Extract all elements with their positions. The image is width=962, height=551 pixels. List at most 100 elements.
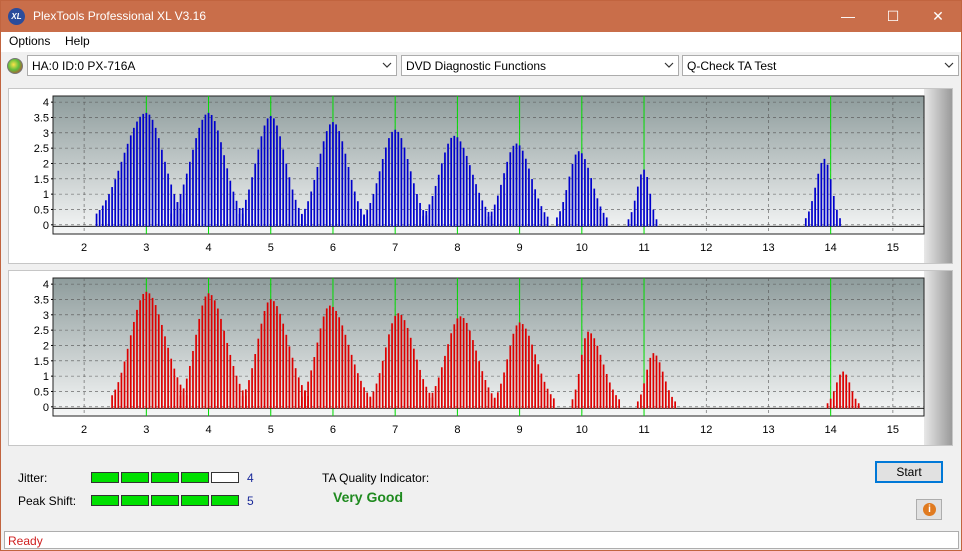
histogram-bar — [319, 328, 322, 409]
menu-options[interactable]: Options — [9, 34, 51, 48]
y-tick-label: 2 — [43, 158, 49, 170]
title-bar[interactable]: XL PlexTools Professional XL V3.16 — ☐ ✕ — [1, 1, 961, 32]
y-tick-label: 3 — [43, 128, 49, 140]
histogram-bar — [319, 153, 322, 227]
histogram-bar — [313, 357, 316, 409]
histogram-bar — [229, 180, 232, 227]
histogram-bar — [322, 141, 325, 227]
histogram-bar — [512, 333, 515, 409]
histogram-bar — [369, 397, 372, 409]
histogram-bar — [189, 161, 191, 227]
histogram-bar — [434, 185, 437, 227]
drive-select[interactable]: HA:0 ID:0 PX-716A — [27, 55, 397, 76]
histogram-bar — [301, 396, 303, 409]
histogram-bar — [114, 179, 117, 227]
histogram-bar — [649, 193, 652, 227]
histogram-bar — [375, 383, 378, 409]
start-button[interactable]: Start — [875, 461, 943, 483]
histogram-bar — [403, 320, 406, 409]
histogram-bar — [409, 171, 412, 227]
histogram-bar — [546, 388, 549, 409]
histogram-bar — [384, 347, 387, 409]
histogram-bar — [332, 122, 334, 227]
x-tick-label: 8 — [454, 242, 460, 254]
x-tick-label: 14 — [825, 242, 837, 254]
histogram-bar — [599, 354, 602, 409]
histogram-bar — [238, 383, 241, 409]
histogram-bar — [836, 382, 838, 409]
x-tick-label: 15 — [887, 242, 899, 254]
histogram-bar — [419, 202, 421, 227]
histogram-bar — [288, 346, 291, 409]
histogram-bar — [546, 216, 549, 227]
histogram-bar — [363, 387, 365, 409]
x-tick-label: 12 — [700, 424, 712, 436]
chevron-down-icon — [944, 62, 954, 68]
histogram-bar — [444, 152, 446, 227]
histogram-bar — [378, 171, 381, 227]
histogram-bar — [285, 163, 288, 227]
y-tick-label: 3.5 — [34, 294, 49, 306]
histogram-bar — [842, 371, 844, 409]
histogram-bar — [273, 118, 275, 227]
histogram-bar — [223, 330, 225, 409]
histogram-bar — [612, 389, 614, 409]
x-tick-label: 11 — [638, 242, 649, 254]
histogram-bar — [518, 322, 521, 409]
histogram-bar — [496, 195, 499, 227]
test-select[interactable]: Q-Check TA Test — [682, 55, 959, 76]
histogram-bar — [381, 159, 384, 227]
close-button[interactable]: ✕ — [932, 8, 944, 24]
menu-help[interactable]: Help — [65, 34, 90, 48]
peak-shift-meter-segment — [91, 495, 119, 506]
info-button[interactable]: i — [916, 499, 942, 520]
histogram-bar — [820, 162, 823, 227]
histogram-bar — [179, 395, 182, 409]
histogram-bar — [671, 396, 673, 409]
minimize-button[interactable]: — — [841, 8, 855, 24]
histogram-bar — [664, 381, 667, 409]
histogram-bar — [643, 169, 645, 227]
function-select[interactable]: DVD Diagnostic Functions — [401, 55, 679, 76]
y-tick-label: 1.5 — [34, 174, 49, 186]
histogram-bar — [372, 193, 375, 227]
histogram-bar — [210, 295, 213, 409]
histogram-bar — [297, 207, 300, 227]
histogram-bar — [111, 395, 113, 409]
histogram-bar — [447, 143, 449, 227]
histogram-bar — [388, 334, 390, 409]
histogram-bar — [363, 215, 365, 227]
histogram-bar — [608, 382, 611, 409]
histogram-bar — [584, 338, 586, 409]
histogram-bar — [587, 331, 589, 409]
maximize-button[interactable]: ☐ — [886, 8, 900, 24]
peak-shift-value: 5 — [247, 494, 254, 508]
disc-drive-icon — [7, 58, 23, 74]
histogram-bar — [161, 324, 163, 409]
jitter-label: Jitter: — [18, 471, 48, 485]
histogram-bar — [353, 191, 356, 227]
histogram-bar — [509, 345, 512, 409]
x-tick-label: 2 — [81, 242, 87, 254]
histogram-bar — [148, 114, 151, 227]
histogram-bar — [854, 398, 857, 409]
histogram-bar — [618, 399, 621, 409]
histogram-bar — [98, 209, 101, 227]
histogram-bar — [350, 179, 353, 227]
histogram-bar — [590, 333, 593, 409]
histogram-bar — [304, 208, 306, 227]
x-tick-label: 9 — [517, 424, 523, 436]
y-tick-label: 3 — [43, 310, 49, 322]
histogram-bar — [182, 184, 185, 227]
histogram-bar — [350, 354, 353, 409]
histogram-bar — [204, 114, 207, 227]
histogram-bar — [288, 177, 291, 227]
histogram-bar — [322, 316, 325, 409]
histogram-bar — [462, 318, 465, 409]
histogram-bar — [593, 338, 596, 409]
histogram-bar — [164, 336, 166, 409]
y-tick-label: 2 — [43, 340, 49, 352]
chevron-down-icon — [382, 62, 392, 68]
histogram-bar — [537, 364, 540, 409]
